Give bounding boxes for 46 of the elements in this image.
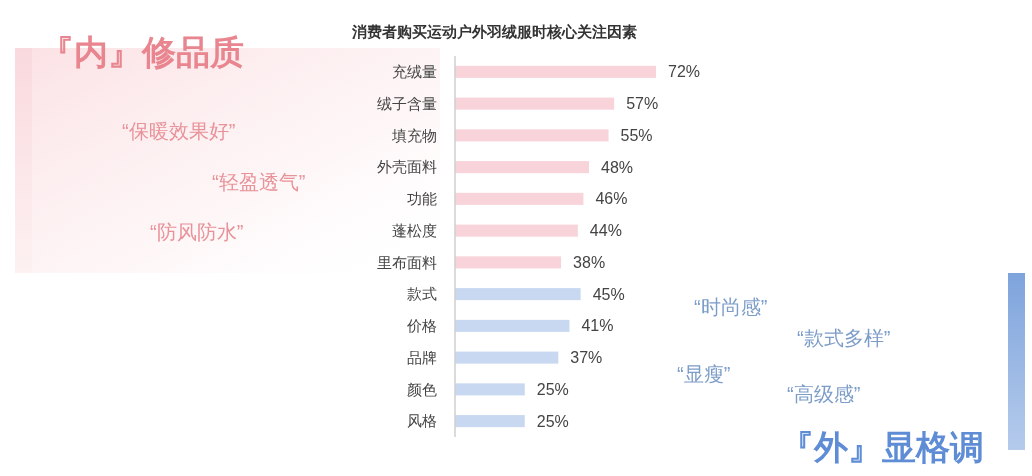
text: “显瘦” — [677, 363, 731, 385]
y-tick-label: 里布面料 — [377, 253, 437, 271]
bar — [455, 415, 525, 428]
text: 『外』显格调 — [780, 428, 984, 466]
data-label: 44% — [589, 222, 622, 240]
y-tick-label: 功能 — [407, 190, 437, 208]
bar — [455, 224, 578, 237]
data-label: 57% — [626, 95, 659, 113]
text: “高级感” — [787, 383, 861, 405]
y-tick-label: 填充物 — [391, 126, 437, 144]
y-tick-label: 风格 — [407, 412, 437, 430]
chart-title: 消费者购买运动户外羽绒服时核心关注因素 — [351, 23, 637, 40]
bar — [455, 97, 615, 110]
y-tick-label: 充绒量 — [392, 63, 437, 81]
data-label: 41% — [581, 317, 614, 335]
data-label: 55% — [620, 126, 653, 144]
text: “时尚感” — [694, 296, 768, 318]
data-label: 25% — [536, 412, 569, 430]
y-tick-label: 蓬松度 — [392, 221, 437, 239]
bar — [455, 319, 570, 332]
bar — [455, 129, 609, 142]
bar — [455, 192, 584, 205]
y-tick-label: 颜色 — [407, 380, 437, 398]
data-label: 48% — [601, 158, 634, 176]
bar — [455, 161, 589, 174]
text: “保暖效果好” — [122, 120, 236, 142]
y-tick-label: 价格 — [406, 317, 437, 335]
data-label: 37% — [570, 349, 603, 367]
text: “款式多样” — [797, 327, 891, 349]
text: “防风防水” — [150, 221, 244, 243]
bar — [455, 351, 559, 364]
text: “轻盈透气” — [212, 171, 306, 193]
data-label: 72% — [668, 63, 701, 81]
y-tick-label: 外壳面料 — [377, 158, 437, 176]
data-label: 45% — [592, 285, 625, 303]
y-tick-label: 绒子含量 — [377, 94, 437, 112]
data-label: 25% — [536, 380, 569, 398]
data-label: 46% — [595, 190, 628, 208]
bar — [455, 383, 525, 396]
data-label: 38% — [573, 253, 606, 271]
y-tick-label: 款式 — [407, 285, 437, 303]
bar — [455, 256, 562, 269]
y-tick-label: 品牌 — [407, 348, 437, 366]
text: 『内』修品质 — [40, 33, 244, 71]
bar — [455, 65, 656, 78]
bar — [455, 288, 581, 301]
